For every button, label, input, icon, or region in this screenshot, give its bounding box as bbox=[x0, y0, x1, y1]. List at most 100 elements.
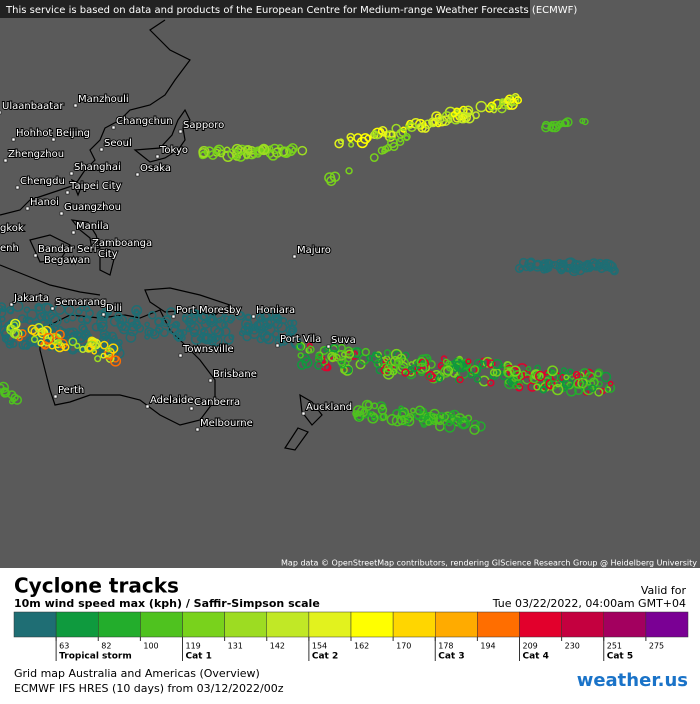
scale-swatch bbox=[267, 612, 309, 637]
model-run: ECMWF IFS HRES (10 days) from 03/12/2022… bbox=[14, 682, 284, 695]
city-label: Port Vila bbox=[280, 334, 321, 345]
scale-label: 251 bbox=[607, 642, 622, 651]
map-background bbox=[0, 0, 700, 568]
city-label: Shanghai bbox=[74, 162, 121, 173]
city-dot bbox=[70, 172, 73, 175]
city-dot bbox=[4, 159, 7, 162]
scale-swatch bbox=[56, 612, 98, 637]
city-dot bbox=[136, 173, 139, 176]
category-label: Cat 2 bbox=[312, 652, 338, 662]
city-dot bbox=[252, 315, 255, 318]
grid-name: Grid map Australia and Americas (Overvie… bbox=[14, 667, 260, 680]
city-label: Adelaide bbox=[150, 395, 193, 406]
city-dot bbox=[34, 254, 37, 257]
city-label: Ulaanbaatar bbox=[2, 101, 64, 112]
city-label: Zhengzhou bbox=[8, 149, 64, 160]
city-dot bbox=[72, 231, 75, 234]
scale-label: 119 bbox=[186, 642, 201, 651]
category-label: Tropical storm bbox=[59, 652, 132, 662]
city-label: Semarang bbox=[55, 297, 106, 308]
scale-swatch bbox=[393, 612, 435, 637]
city-label: Melbourne bbox=[200, 418, 253, 429]
city-label: Osaka bbox=[140, 163, 171, 174]
city-label: Dili bbox=[106, 303, 122, 314]
city-label: Beijing bbox=[56, 128, 90, 139]
scale-swatch bbox=[140, 612, 182, 637]
scale-label: 178 bbox=[438, 642, 453, 651]
scale-swatch bbox=[646, 612, 688, 637]
scale-label: 131 bbox=[228, 642, 243, 651]
valid-time: Tue 03/22/2022, 04:00am GMT+04 bbox=[492, 597, 686, 610]
scale-swatch bbox=[520, 612, 562, 637]
city-dot bbox=[156, 155, 159, 158]
scale-swatch bbox=[14, 612, 56, 637]
attribution: Map data © OpenStreetMap contributors, r… bbox=[281, 559, 697, 568]
city-label: Port Moresby bbox=[176, 305, 241, 316]
scale-label: 275 bbox=[649, 642, 664, 651]
city-label: Guangzhou bbox=[64, 202, 121, 213]
city-label: Townsville bbox=[182, 344, 234, 355]
city-label: Hohhot bbox=[16, 128, 52, 139]
scale-swatch bbox=[309, 612, 351, 637]
city-label: Auckland bbox=[306, 402, 352, 413]
city-dot bbox=[100, 148, 103, 151]
city-label: Perth bbox=[58, 385, 84, 396]
logo: weather.us bbox=[577, 670, 688, 691]
scale-swatch bbox=[351, 612, 393, 637]
city-label: Jakarta bbox=[13, 293, 49, 304]
city-dot bbox=[52, 138, 55, 141]
city-label: Manzhouli bbox=[78, 94, 129, 105]
city-label: Hanoi bbox=[30, 197, 59, 208]
city-label: Sapporo bbox=[183, 120, 224, 131]
city-dot bbox=[302, 412, 305, 415]
city-label: Canberra bbox=[194, 397, 240, 408]
legend-subtitle: 10m wind speed max (kph) / Saffir-Simpso… bbox=[14, 597, 320, 610]
scale-label: 63 bbox=[59, 642, 69, 651]
scale-label: 100 bbox=[143, 642, 158, 651]
category-label: Cat 3 bbox=[438, 652, 464, 662]
valid-label: Valid for bbox=[641, 584, 687, 597]
city-dot bbox=[10, 303, 13, 306]
scale-label: 162 bbox=[354, 642, 369, 651]
city-dot bbox=[12, 138, 15, 141]
city-label: Brisbane bbox=[213, 369, 257, 380]
city-dot bbox=[293, 255, 296, 258]
scale-swatch bbox=[183, 612, 225, 637]
scale-label: 82 bbox=[101, 642, 111, 651]
city-dot bbox=[54, 395, 57, 398]
city-dot bbox=[60, 212, 63, 215]
banner: This service is based on data and produc… bbox=[5, 5, 577, 16]
city-dot bbox=[26, 207, 29, 210]
scale-swatch bbox=[225, 612, 267, 637]
city-label: Tokyo bbox=[159, 145, 188, 156]
category-label: Cat 4 bbox=[523, 652, 549, 662]
city-dot bbox=[276, 344, 279, 347]
city-dot bbox=[0, 111, 1, 114]
scale-label: 154 bbox=[312, 642, 327, 651]
scale-swatch bbox=[98, 612, 140, 637]
city-label: Begawan bbox=[44, 255, 90, 266]
city-dot bbox=[196, 428, 199, 431]
city-label: Bandar Seri bbox=[38, 244, 96, 255]
city-label: Changchun bbox=[116, 116, 173, 127]
city-label: Honiara bbox=[256, 305, 295, 316]
city-dot bbox=[16, 186, 19, 189]
city-label: Manila bbox=[76, 221, 109, 232]
scale-swatch bbox=[477, 612, 519, 637]
city-label: Suva bbox=[331, 335, 356, 346]
city-label: Majuro bbox=[297, 245, 331, 256]
scale-label: 170 bbox=[396, 642, 411, 651]
category-label: Cat 1 bbox=[186, 652, 212, 662]
scale-swatch bbox=[435, 612, 477, 637]
scale-swatch bbox=[562, 612, 604, 637]
legend-title: Cyclone tracks bbox=[14, 574, 179, 598]
scale-swatch bbox=[604, 612, 646, 637]
city-dot bbox=[190, 407, 193, 410]
city-dot bbox=[146, 405, 149, 408]
city-label: Zamboanga bbox=[92, 238, 152, 249]
city-dot bbox=[209, 379, 212, 382]
city-dot bbox=[172, 315, 175, 318]
scale-label: 194 bbox=[480, 642, 495, 651]
city-dot bbox=[66, 191, 69, 194]
